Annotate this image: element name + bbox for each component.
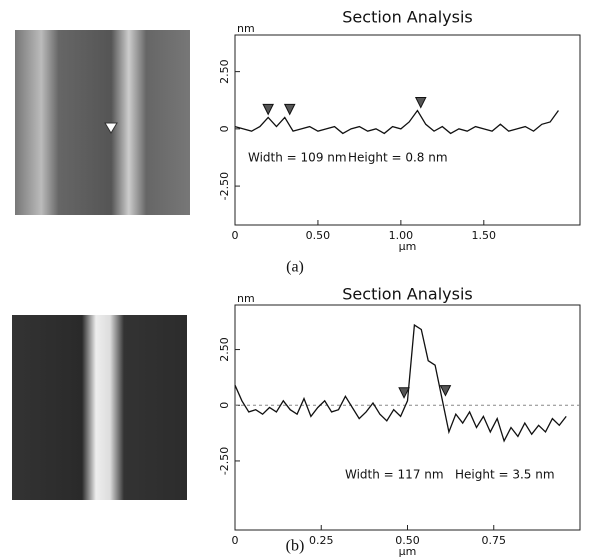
afm-image <box>15 30 190 215</box>
panel-label: (a) <box>286 259 304 276</box>
chart-title: Section Analysis <box>342 285 472 304</box>
cursor-marker <box>398 387 410 399</box>
profile-line <box>234 323 567 443</box>
afm-image <box>12 315 187 500</box>
panel-label: (b) <box>286 538 305 555</box>
y-tick-label: 2.50 <box>218 337 231 362</box>
profile-line <box>234 109 559 135</box>
y-unit: nm <box>237 22 255 35</box>
y-unit: nm <box>237 292 255 305</box>
x-unit: µm <box>399 545 417 557</box>
x-tick-label: 1.50 <box>472 229 497 242</box>
y-tick-label: 2.50 <box>218 59 231 84</box>
annotation: Width = 109 nm <box>248 151 347 165</box>
x-tick-label: 1.00 <box>389 229 414 242</box>
x-tick-label: 0 <box>232 229 239 242</box>
chart-title: Section Analysis <box>342 8 472 27</box>
x-tick-label: 0.50 <box>395 534 420 547</box>
x-tick-label: 0.50 <box>306 229 331 242</box>
y-tick-label: -2.50 <box>218 447 231 475</box>
image-cursor <box>104 122 118 134</box>
annotation: Height = 3.5 nm <box>455 468 555 482</box>
cursor-marker <box>414 97 427 109</box>
cursor-marker <box>439 385 452 397</box>
y-tick-label: 0 <box>218 402 231 409</box>
plot-frame <box>234 304 581 531</box>
y-tick-label: 0 <box>218 125 231 132</box>
annotation: Width = 117 nm <box>345 468 444 482</box>
plot-frame <box>234 34 581 226</box>
x-tick-label: 0 <box>232 534 239 547</box>
x-unit: µm <box>399 240 417 253</box>
y-tick-label: -2.50 <box>218 172 231 200</box>
x-tick-label: 0.75 <box>482 534 507 547</box>
cursor-marker <box>283 103 296 116</box>
annotation: Height = 0.8 nm <box>348 151 448 165</box>
cursor-marker <box>262 103 274 116</box>
x-tick-label: 0.25 <box>309 534 334 547</box>
